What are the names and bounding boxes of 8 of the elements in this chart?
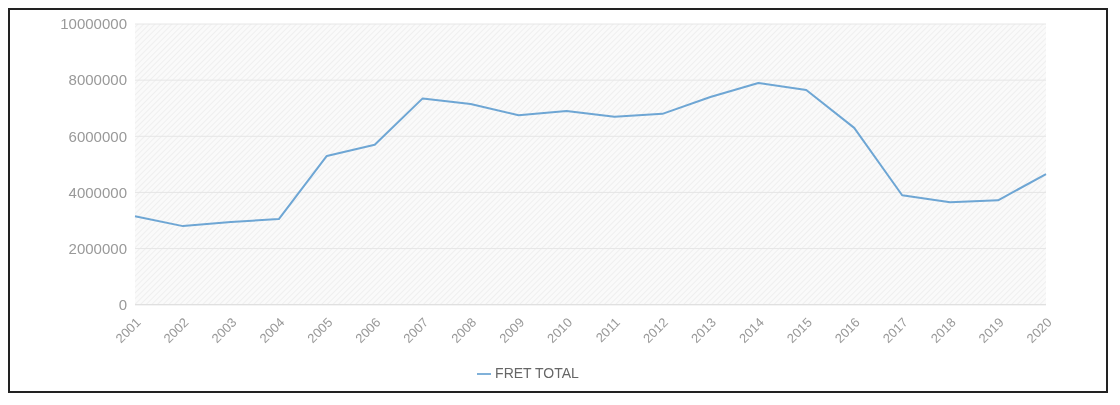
y-tick-label: 4000000 [68,183,127,201]
legend-label: FRET TOTAL [495,364,579,381]
line-series [134,81,1047,228]
y-tick-label: 10000000 [60,15,127,33]
y-tick-label: 0 [118,296,127,314]
y-tick-label: 2000000 [68,239,127,257]
y-tick-label: 6000000 [68,127,127,145]
y-tick-label: 8000000 [68,71,127,89]
